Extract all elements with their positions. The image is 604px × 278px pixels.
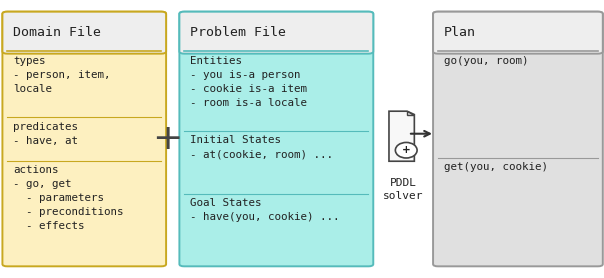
Text: +: + — [152, 122, 182, 156]
Ellipse shape — [396, 142, 417, 158]
Bar — [184, 36, 368, 51]
Text: get(you, cookie): get(you, cookie) — [444, 162, 548, 172]
Text: Plan: Plan — [444, 26, 476, 39]
FancyBboxPatch shape — [179, 12, 373, 266]
Text: PDDL
solver: PDDL solver — [383, 178, 424, 201]
FancyBboxPatch shape — [179, 12, 373, 54]
Bar — [7, 36, 161, 51]
Text: Entities
- you is-a person
- cookie is-a item
- room is-a locale: Entities - you is-a person - cookie is-a… — [190, 56, 307, 108]
Text: types
- person, item,
locale: types - person, item, locale — [13, 56, 111, 94]
FancyArrowPatch shape — [411, 131, 430, 136]
Polygon shape — [389, 111, 414, 161]
Text: Goal States
- have(you, cookie) ...: Goal States - have(you, cookie) ... — [190, 198, 340, 222]
Bar — [438, 36, 598, 51]
Text: Problem File: Problem File — [190, 26, 286, 39]
FancyBboxPatch shape — [433, 12, 603, 266]
Text: +: + — [402, 145, 411, 155]
FancyBboxPatch shape — [433, 12, 603, 54]
Text: go(you, room): go(you, room) — [444, 56, 528, 66]
Text: actions
- go, get
  - parameters
  - preconditions
  - effects: actions - go, get - parameters - precond… — [13, 165, 124, 231]
FancyBboxPatch shape — [2, 12, 166, 266]
FancyBboxPatch shape — [2, 12, 166, 54]
Polygon shape — [407, 111, 414, 115]
Text: Initial States
- at(cookie, room) ...: Initial States - at(cookie, room) ... — [190, 135, 333, 159]
Text: predicates
- have, at: predicates - have, at — [13, 121, 79, 145]
Text: Domain File: Domain File — [13, 26, 101, 39]
